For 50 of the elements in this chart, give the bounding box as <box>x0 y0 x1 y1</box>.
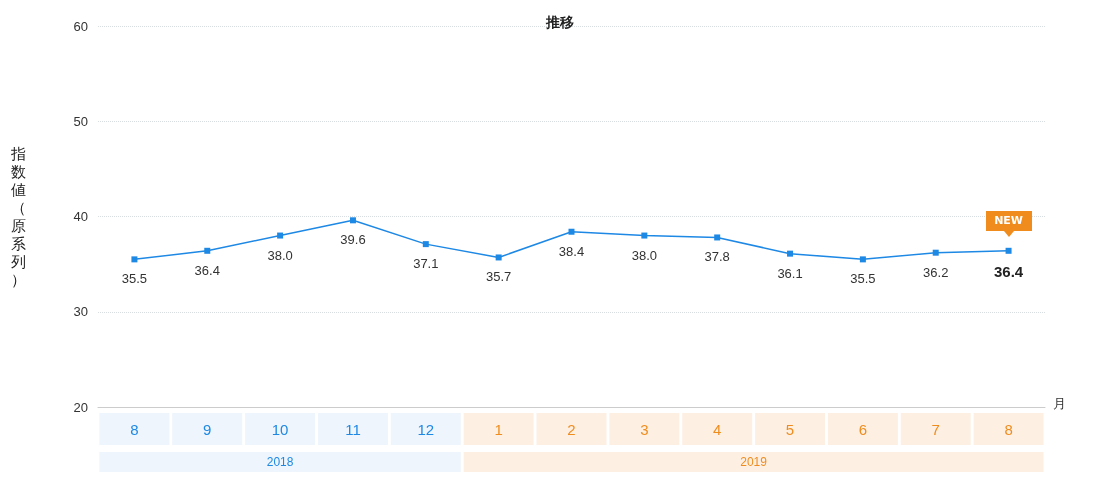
point <box>349 217 356 224</box>
point <box>204 247 211 254</box>
x-tick-label: 10 <box>271 420 289 438</box>
text: 38.0 <box>267 247 293 263</box>
x-tick-label: 12 <box>417 420 435 438</box>
chart-title: 推移 <box>545 14 574 30</box>
text: 35.5 <box>850 271 876 287</box>
point <box>277 232 284 239</box>
y-tick-label: 40 <box>73 209 88 224</box>
text: 39.6 <box>340 232 366 248</box>
point <box>131 256 138 263</box>
point <box>787 250 794 257</box>
x-tick-label: 11 <box>345 420 361 438</box>
x-tick-label: 2 <box>567 420 576 438</box>
y-tick-label: 30 <box>73 304 88 320</box>
point <box>932 249 939 256</box>
x-tick-label: 8 <box>1004 420 1013 438</box>
x-tick-label: 8 <box>130 420 139 438</box>
text: 37.8 <box>704 249 730 265</box>
point <box>495 254 502 261</box>
text: 36.2 <box>923 264 949 280</box>
x-tick-label: 5 <box>785 420 795 438</box>
y-tick-label: 60 <box>73 18 88 34</box>
y-tick-label: 50 <box>73 113 88 129</box>
x-tick-label: 7 <box>931 420 940 438</box>
annotation: NEW <box>985 210 1032 231</box>
x-tick-label: 4 <box>713 420 722 438</box>
x-tick-label: 9 <box>203 420 212 438</box>
text: 38.0 <box>631 247 657 263</box>
x-tick-label: 1 <box>494 420 503 438</box>
x-tick-label: 3 <box>640 420 649 438</box>
y-tick-label: 20 <box>73 399 88 415</box>
point <box>641 232 648 239</box>
point <box>714 234 721 241</box>
text: 35.7 <box>486 269 512 285</box>
y-axis-title: 指数値（原系列） <box>10 145 26 288</box>
x-axis-title: 月 <box>1053 396 1066 411</box>
text: 2019 <box>740 455 768 469</box>
point <box>422 241 429 248</box>
text: 35.5 <box>121 271 148 287</box>
text: 36.4 <box>993 262 1024 280</box>
text: 2018 <box>266 455 294 469</box>
point <box>568 228 575 235</box>
point <box>859 256 866 263</box>
x-tick-label: 6 <box>858 420 868 438</box>
text: 38.4 <box>558 243 585 259</box>
text: 36.1 <box>777 265 803 281</box>
point <box>1005 247 1012 254</box>
text: 37.1 <box>413 256 439 272</box>
text: 36.4 <box>194 262 220 278</box>
